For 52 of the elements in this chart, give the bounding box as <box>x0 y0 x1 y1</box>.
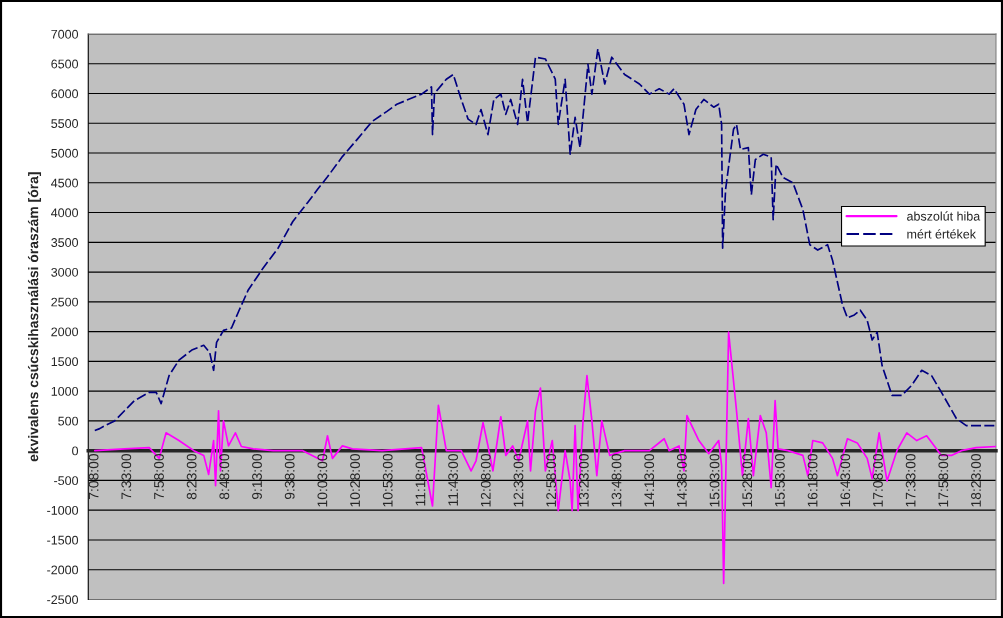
y-tick-label: -2500 <box>47 595 79 605</box>
x-tick-label: 10:53:00 <box>382 453 393 507</box>
x-tick-label: 12:08:00 <box>480 453 491 507</box>
x-tick-label: 11:18:00 <box>415 453 426 506</box>
x-tick-label: 13:23:00 <box>578 453 589 507</box>
y-axis-title: ekvivalens csúcskihasználási óraszám [óra] <box>27 172 42 462</box>
y-tick-label: 5500 <box>51 119 79 128</box>
y-tick-label: 500 <box>58 416 79 426</box>
x-tick-label: 13:48:00 <box>611 453 622 507</box>
y-tick-label: 1500 <box>51 357 79 367</box>
x-tick-label: 12:58:00 <box>546 453 557 507</box>
x-tick-label: 7:33:00 <box>121 453 132 500</box>
x-tick-label: 8:48:00 <box>219 453 230 500</box>
line-series <box>93 48 996 432</box>
x-tick-label: 15:53:00 <box>774 453 785 507</box>
x-tick-label: 16:18:00 <box>807 453 818 507</box>
y-tick-label: 5000 <box>51 148 79 158</box>
x-tick-label: 14:38:00 <box>676 453 687 507</box>
x-tick-label: 12:33:00 <box>513 453 524 507</box>
y-tick-label: -500 <box>54 476 79 486</box>
x-tick-label: 18:23:00 <box>971 453 981 507</box>
x-tick-label: 15:03:00 <box>709 453 720 507</box>
x-tick-label: 17:58:00 <box>938 453 949 507</box>
y-tick-label: 3000 <box>51 267 79 277</box>
y-tick-label: 6000 <box>51 89 79 99</box>
y-tick-label: 3500 <box>51 238 79 247</box>
y-tick-label: 7000 <box>51 29 79 39</box>
x-tick-label: 9:38:00 <box>284 453 295 500</box>
y-tick-label: 4000 <box>51 208 79 218</box>
x-tick-label: 11:43:00 <box>448 453 459 506</box>
x-tick-label: 8:23:00 <box>186 453 197 500</box>
x-tick-label: 17:33:00 <box>905 453 916 507</box>
y-tick-label: 2500 <box>51 297 79 307</box>
x-tick-label: 15:28:00 <box>742 453 753 507</box>
y-tick-label: 4500 <box>51 178 79 188</box>
x-tick-label: 10:03:00 <box>317 453 328 507</box>
y-tick-label: 2000 <box>51 327 79 337</box>
y-tick-label: 1000 <box>51 386 79 396</box>
legend-label: mért értékek <box>907 229 977 239</box>
legend-label: abszolút hiba <box>907 211 981 221</box>
x-tick-label: 10:28:00 <box>350 453 360 507</box>
x-tick-label: 16:43:00 <box>840 453 851 507</box>
x-tick-label: 9:13:00 <box>252 453 262 500</box>
x-tick-label: 17:08:00 <box>873 453 883 507</box>
x-tick-label: 7:58:00 <box>154 453 164 500</box>
y-tick-label: 6500 <box>51 59 79 69</box>
y-tick-label: -2000 <box>47 565 79 575</box>
y-tick-label: -1000 <box>47 505 79 515</box>
y-tick-label: -1500 <box>47 535 79 545</box>
x-tick-label: 7:08:00 <box>88 453 99 500</box>
y-tick-label: 0 <box>72 446 79 456</box>
x-tick-label: 14:13:00 <box>644 453 655 507</box>
